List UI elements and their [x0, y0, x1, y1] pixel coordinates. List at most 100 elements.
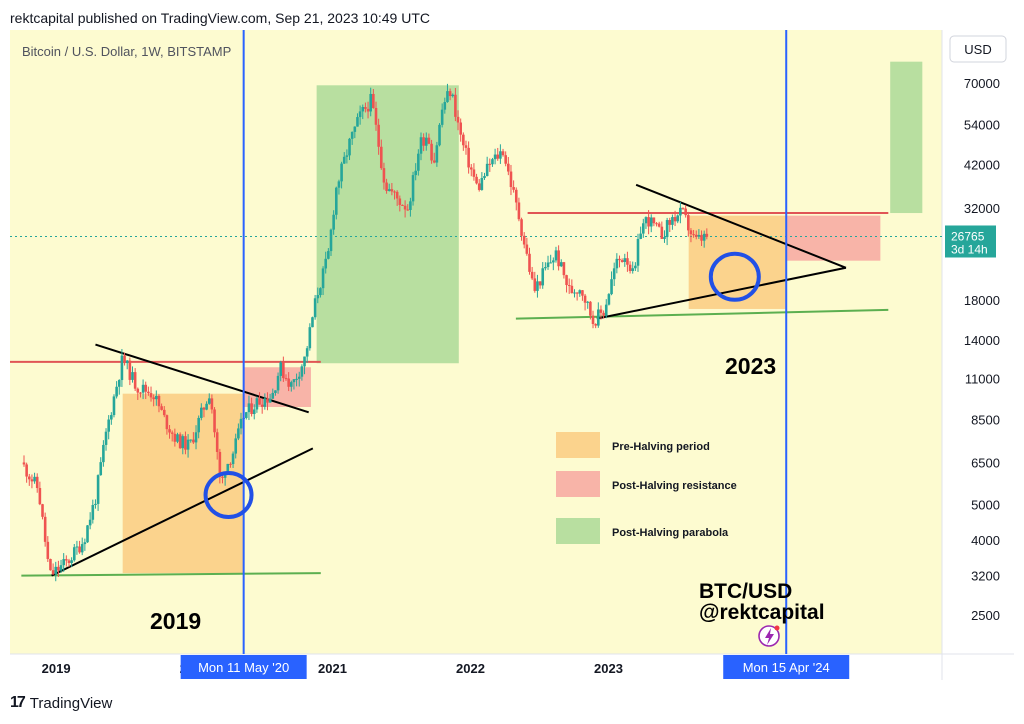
candle-body-92 [266, 398, 269, 403]
candle-body-251 [686, 215, 690, 231]
y-tick-label-8: 6500 [971, 455, 1000, 470]
candle-body-219 [602, 312, 605, 316]
descending-trendline-2023 [635, 183, 847, 269]
candle-body-100 [287, 378, 290, 387]
candle-body-135 [379, 146, 383, 169]
candle-body-192 [530, 271, 534, 279]
candle-body-99 [284, 378, 288, 380]
y-tick-label-0: 70000 [964, 76, 1000, 91]
candle-body-169 [469, 167, 473, 170]
candle-body-79 [231, 453, 235, 465]
candle-body-156 [435, 145, 439, 163]
candle-body-152 [424, 137, 428, 146]
candle-body-29 [99, 462, 103, 476]
candle-body-224 [615, 258, 619, 269]
legend-label-pre-halving: Pre-Halving period [612, 441, 710, 453]
candle-body-123 [348, 138, 351, 156]
halving-date-2024-badge [723, 655, 850, 679]
candle-body-115 [327, 251, 330, 259]
candle-body-233 [639, 233, 642, 239]
candle-body-101 [290, 382, 293, 387]
candle-body-57 [173, 433, 177, 442]
support-line-2019 [21, 572, 321, 577]
ascending-trendline-2019 [51, 447, 314, 577]
candle-body-232 [636, 238, 640, 266]
axis-layer: 70000 54000 42000 32000 18000 14000 11000 8500 6… [42, 76, 1000, 679]
candle-body-28 [96, 475, 100, 504]
candle-body-248 [679, 207, 682, 216]
candle-body-43 [136, 388, 140, 393]
candle-body-16 [65, 559, 68, 561]
candle-body-239 [655, 223, 658, 225]
candle-body-25 [88, 519, 92, 526]
brand-handle: @rektcapital [699, 601, 825, 624]
candle-body-167 [464, 145, 468, 148]
candle-body-200 [552, 260, 555, 263]
candle-body-198 [546, 262, 550, 268]
candle-body-116 [329, 229, 333, 252]
highlight-circle-2020 [203, 471, 254, 520]
candle-body-50 [155, 395, 158, 400]
candle-body-162 [451, 94, 455, 97]
candle-body-174 [483, 176, 486, 178]
y-tick-label-9: 5000 [971, 497, 1000, 512]
legend-swatch-parabola [556, 518, 600, 544]
candle-body-252 [689, 230, 693, 235]
pre-halving-zone-2024 [688, 215, 787, 309]
candle-body-73 [215, 432, 219, 452]
candle-body-132 [372, 93, 375, 109]
candle-body-229 [628, 264, 632, 272]
candle-body-206 [567, 285, 571, 287]
candle-body-95 [274, 390, 277, 393]
candle-body-205 [565, 275, 568, 286]
post-halving-resistance-zone-2024 [786, 215, 881, 261]
candle-body-35 [115, 386, 118, 397]
candle-body-14 [59, 565, 63, 571]
candle-body-55 [168, 429, 171, 433]
candle-body-226 [620, 260, 624, 262]
tradingview-logo[interactable]: 17 TradingView [10, 694, 112, 712]
candle-body-72 [213, 409, 216, 433]
candle-body-218 [599, 309, 603, 313]
candle-body-30 [102, 444, 105, 463]
candle-body-176 [488, 163, 492, 165]
overlay-layer [203, 30, 788, 654]
legend-swatch-pre-halving [556, 432, 600, 458]
candle-body-241 [660, 226, 664, 239]
candle-body-177 [491, 159, 494, 165]
candle-body-86 [250, 403, 253, 415]
trendlines-layer [10, 183, 889, 577]
candle-body-113 [321, 268, 325, 289]
candle-body-22 [80, 544, 84, 553]
candle-body-225 [618, 258, 621, 261]
currency-box[interactable] [949, 35, 1007, 63]
candle-body-8 [43, 516, 47, 542]
candle-body-32 [107, 419, 110, 432]
candle-body-98 [282, 362, 285, 379]
candle-body-1 [25, 464, 28, 477]
candle-body-42 [133, 372, 137, 389]
candle-body-3 [30, 479, 34, 482]
candle-body-159 [443, 102, 447, 110]
candle-body-236 [647, 217, 650, 227]
candle-body-139 [390, 189, 394, 192]
candle-body-69 [205, 403, 208, 410]
candle-body-27 [94, 503, 97, 505]
candle-body-119 [337, 181, 341, 188]
candle-body-155 [432, 160, 436, 163]
y-tick-label-5: 14000 [964, 333, 1000, 348]
currency-label: USD [964, 42, 991, 57]
candle-body-46 [144, 384, 148, 392]
candle-body-127 [358, 111, 362, 118]
year-label-2023: 2023 [725, 353, 776, 379]
candle-body-207 [570, 285, 574, 294]
legend-label-parabola: Post-Halving parabola [612, 527, 729, 539]
candle-body-52 [160, 406, 163, 410]
candle-body-84 [245, 412, 248, 418]
lightning-icon[interactable] [758, 625, 780, 647]
candle-body-9 [46, 541, 50, 559]
x-tick-label-2: 2021 [318, 661, 347, 676]
candle-body-45 [141, 384, 145, 393]
candle-body-11 [51, 570, 55, 575]
